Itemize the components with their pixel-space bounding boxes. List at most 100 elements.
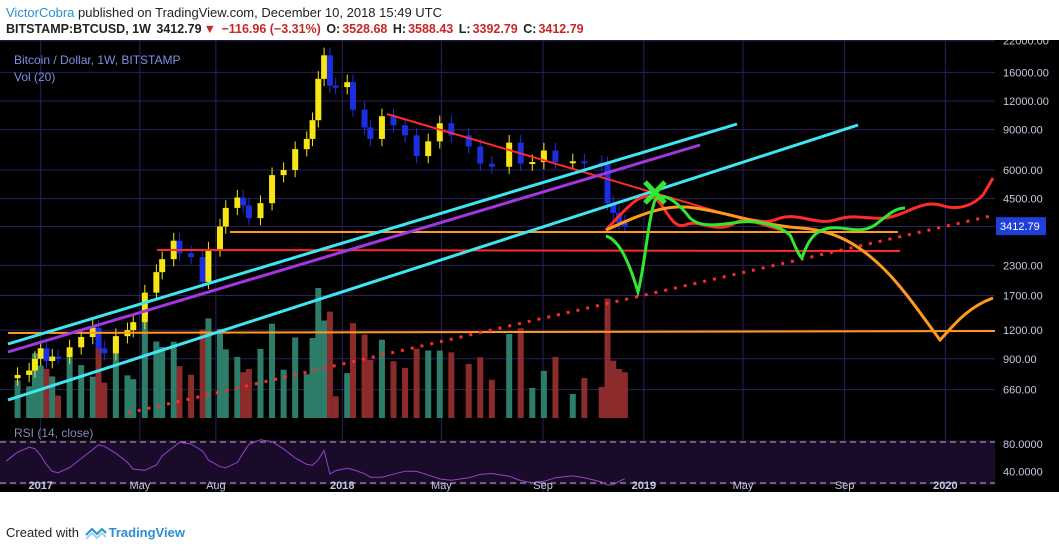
price-tick-label: 2300.00: [1003, 260, 1043, 272]
volume-bar: [610, 360, 617, 418]
volume-bar: [124, 375, 131, 418]
candle-body: [130, 322, 137, 331]
candle-body: [413, 135, 420, 157]
candle-body: [621, 222, 628, 227]
volume-legend: Vol (20): [14, 70, 55, 84]
candle-body: [465, 135, 472, 147]
candle-body: [37, 348, 44, 359]
candle-body: [604, 164, 611, 204]
candle-body: [332, 85, 339, 88]
rsi-tick-label: 80.0000: [1003, 439, 1043, 451]
candle-body: [390, 116, 397, 126]
candle-body: [205, 249, 212, 282]
publish-info: VictorCobra published on TradingView.com…: [6, 5, 442, 20]
volume-bar: [292, 337, 299, 418]
rsi-legend: RSI (14, close): [14, 426, 93, 440]
candle-body: [477, 146, 484, 164]
candle-body: [159, 259, 166, 273]
candle-body: [245, 205, 252, 219]
volume-bar: [332, 396, 339, 418]
candle-body: [292, 149, 299, 171]
ohlc-line: BITSTAMP:BTCUSD, 1W 3412.79 ▼ −116.96 (−3…: [6, 22, 586, 36]
candle-body: [529, 162, 536, 165]
volume-bar: [55, 395, 62, 418]
volume-bar: [89, 376, 96, 418]
volume-bar: [477, 357, 484, 418]
volume-bar: [402, 367, 409, 418]
dotted-trendline: [127, 213, 996, 415]
volume-bar: [309, 338, 316, 418]
volume-bar: [199, 329, 206, 418]
candle-body: [361, 109, 368, 128]
price-tick-label: 4500.00: [1003, 194, 1043, 206]
volume-bar: [436, 350, 443, 418]
author-link[interactable]: VictorCobra: [6, 5, 75, 20]
volume-bar: [43, 368, 50, 418]
volume-bar: [240, 372, 247, 418]
volume-bar: [176, 366, 183, 418]
candle-body: [153, 272, 160, 293]
price-tick-label: 16000.00: [1003, 67, 1049, 79]
candle-body: [309, 120, 316, 139]
rsi-tick-label: 40.0000: [1003, 466, 1043, 478]
candle-body: [55, 356, 62, 359]
low-value: 3392.79: [472, 22, 518, 36]
candle-body: [49, 356, 56, 362]
created-with-text: Created with: [6, 525, 79, 540]
volume-bar: [31, 353, 38, 418]
rsi-band: [0, 440, 995, 485]
close-label: C:: [523, 22, 537, 36]
last-price-label: 3412.79: [1000, 221, 1040, 233]
candle-body: [321, 55, 328, 79]
time-tick-label: May: [129, 480, 150, 492]
volume-bar: [49, 376, 56, 418]
volume-bar: [425, 350, 432, 418]
candle-body: [257, 203, 264, 219]
candle-body: [402, 125, 409, 136]
time-tick-label: 2019: [632, 480, 656, 492]
tradingview-brand[interactable]: TradingView: [108, 525, 185, 540]
grid: [0, 40, 995, 492]
candle-body: [269, 175, 276, 204]
candle-body: [552, 150, 559, 163]
volume-bar: [205, 318, 212, 418]
volume-bar: [216, 329, 223, 418]
price-axis: 660.00900.001200.001700.002300.003400.00…: [995, 40, 1059, 492]
candle-body: [222, 207, 229, 227]
volume-bar: [188, 374, 195, 418]
candle-body: [280, 170, 287, 176]
volume-bar: [280, 369, 287, 418]
volume-bar: [344, 373, 351, 418]
candle-body: [216, 226, 223, 250]
candle-body: [66, 347, 73, 358]
candle-body: [95, 327, 102, 349]
candle-body: [31, 358, 38, 371]
time-tick-label: Aug: [206, 480, 226, 492]
candle-body: [112, 336, 119, 354]
candle-body: [141, 292, 148, 323]
drawings: [7, 113, 996, 415]
high-label: H:: [392, 22, 407, 36]
candle-body: [303, 138, 310, 150]
candle-body: [350, 82, 357, 110]
candle-body: [234, 197, 241, 208]
high-value: 3588.43: [408, 22, 454, 36]
cyan-channel-lower: [7, 123, 859, 402]
last-price: 3412.79: [156, 22, 202, 36]
price-change: −116.96 (−3.31%): [221, 22, 321, 36]
volume-bar: [378, 339, 385, 418]
volume-bar: [269, 323, 276, 418]
purple-trendline: [7, 143, 701, 354]
volume-bar: [390, 361, 397, 418]
volume-bar: [350, 323, 357, 418]
projection-green: [605, 195, 906, 298]
target-x-marker: [643, 180, 667, 205]
volume-bar: [26, 386, 33, 418]
time-tick-label: May: [733, 480, 754, 492]
close-value: 3412.79: [538, 22, 584, 36]
candle-body: [448, 123, 455, 136]
price-chart[interactable]: 660.00900.001200.001700.002300.003400.00…: [0, 40, 1059, 492]
candle-body: [199, 257, 206, 282]
volume-bar: [130, 379, 137, 418]
volume-bar: [95, 333, 102, 418]
